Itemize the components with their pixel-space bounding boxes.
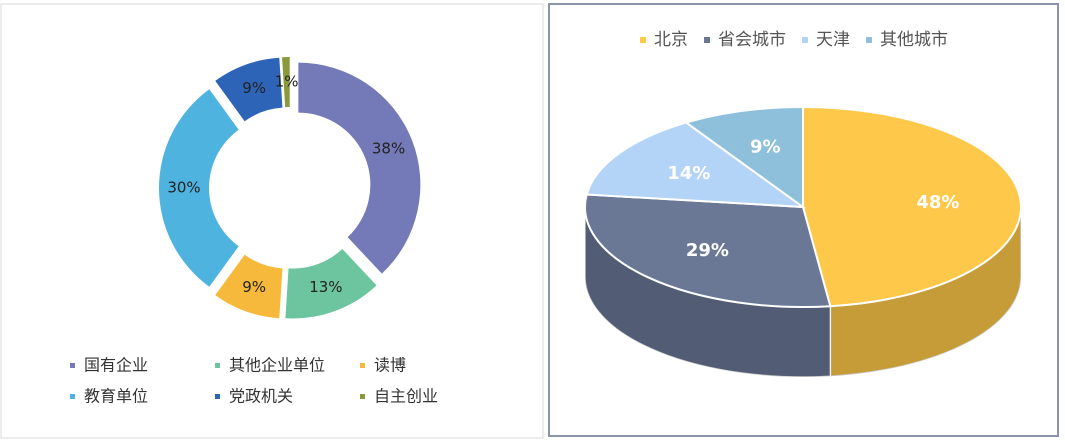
legend-marker — [215, 363, 220, 368]
legend-marker — [360, 394, 365, 399]
legend-marker — [215, 394, 220, 399]
slice-side-shade — [830, 207, 1021, 377]
data-label: 29% — [686, 240, 729, 261]
donut-slice — [285, 248, 377, 319]
donut-slice — [159, 89, 239, 287]
data-label: 9% — [242, 278, 266, 296]
data-label: 48% — [916, 192, 959, 213]
data-label: 30% — [167, 179, 200, 197]
pie-slice — [683, 105, 804, 209]
legend-label: 北京 — [654, 30, 688, 50]
legend-marker — [802, 37, 808, 43]
legend-marker — [70, 394, 75, 399]
donut-slice — [215, 254, 283, 319]
legend-label: 读博 — [374, 356, 406, 375]
pie-slice — [802, 105, 1022, 308]
data-label: 38% — [372, 139, 405, 157]
legend-label: 省会城市 — [718, 30, 786, 50]
legend-label: 其他城市 — [880, 30, 948, 50]
data-label: 9% — [242, 79, 266, 97]
legend-label: 教育单位 — [84, 387, 148, 406]
donut-slice — [282, 57, 290, 108]
legend-marker — [640, 37, 646, 43]
legend-label: 国有企业 — [84, 356, 148, 375]
donut-slice — [298, 62, 421, 274]
legend-marker — [360, 363, 365, 368]
legend-marker — [70, 363, 75, 368]
data-label: 9% — [750, 136, 781, 157]
legend-label: 天津 — [816, 30, 850, 50]
legend-label: 自主创业 — [374, 387, 438, 406]
pie-slice — [584, 193, 832, 308]
slice-side-shade — [585, 207, 831, 377]
legend-label: 其他企业单位 — [229, 356, 325, 375]
data-label: 14% — [667, 163, 710, 184]
donut-slice — [215, 57, 283, 122]
pie-slice — [585, 121, 807, 209]
legend-marker — [704, 37, 710, 43]
data-label: 13% — [309, 278, 342, 296]
data-label: 1% — [275, 73, 299, 91]
legend-marker — [866, 37, 872, 43]
legend-label: 党政机关 — [229, 387, 293, 406]
